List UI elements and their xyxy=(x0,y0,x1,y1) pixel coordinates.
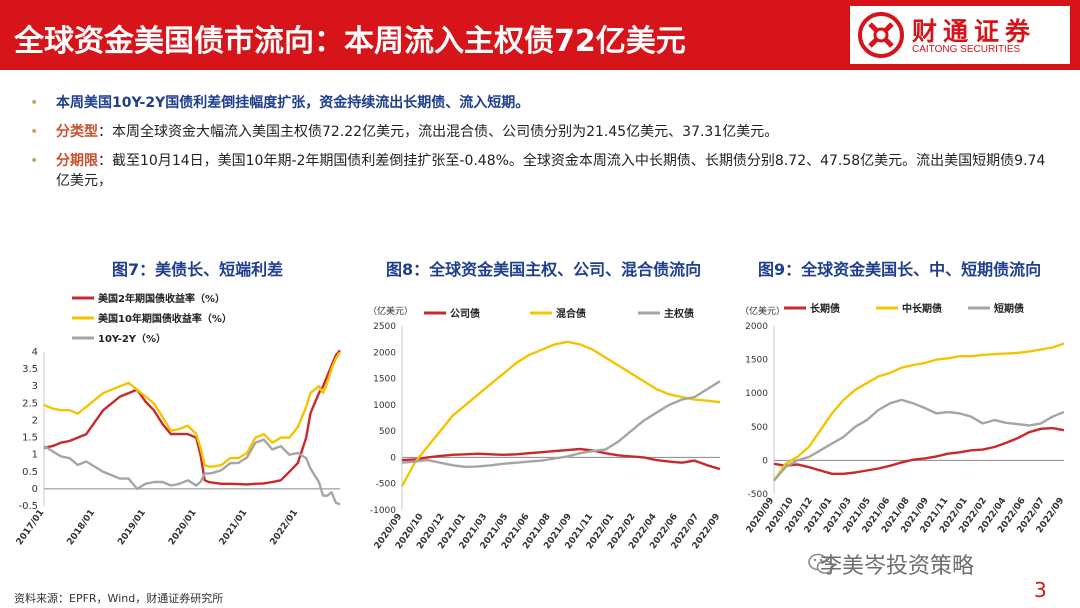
y-tick-label: -0.5 xyxy=(18,501,38,512)
legend-label: 10Y-2Y（%） xyxy=(98,332,166,345)
series-line-2 xyxy=(773,342,1065,482)
logo-text-en: CAITONG SECURITIES xyxy=(912,44,1021,55)
series-line-3 xyxy=(401,380,721,469)
y-tick-label: 1500 xyxy=(373,375,396,385)
y-tick-label: 4 xyxy=(32,347,38,358)
source-note: 资料来源：EPFR，Wind，财通证券研究所 xyxy=(14,592,224,605)
y-tick-label: 2000 xyxy=(373,348,396,358)
y-tick-label: 1 xyxy=(32,450,38,461)
header-bar: 全球资金美国债市流向：本周流入主权债72亿美元 财通证券 CAITONG SEC… xyxy=(0,0,1080,70)
bullet-3-label: 分期限 xyxy=(56,153,98,169)
y-tick-label: -500 xyxy=(376,480,397,490)
y-tick-label: 0 xyxy=(32,484,38,495)
bullet-dot-icon: • xyxy=(30,95,39,111)
y-tick-label: 0 xyxy=(762,456,768,466)
y-tick-label: 1500 xyxy=(745,356,768,366)
y-tick-label: 500 xyxy=(751,423,768,433)
x-tick-label: 2021/01 xyxy=(218,508,250,547)
fig7-title: 图7：美债长、短端利差 xyxy=(112,260,284,279)
fig8-title: 图8：全球资金美国主权、公司、混合债流向 xyxy=(386,260,702,279)
series-line-1 xyxy=(43,349,341,486)
fig9-title: 图9：全球资金美国长、中、短期债流向 xyxy=(758,260,1042,279)
bullet-dot-icon: • xyxy=(30,153,39,169)
bullet-3-text: ：截至10月14日，美国10年期-2年期国债利差倒挂扩张至-0.48%。全球资金… xyxy=(56,153,1046,189)
legend-label: 长期债 xyxy=(810,302,840,315)
page-title: 全球资金美国债市流向：本周流入主权债72亿美元 xyxy=(14,24,686,59)
y-tick-label: 2 xyxy=(32,415,38,426)
y-tick-label: 2000 xyxy=(745,322,768,332)
y-tick-label: 2500 xyxy=(373,322,396,332)
caitong-logo-icon xyxy=(858,12,904,58)
bullet-1: • 本周美国10Y-2Y国债利差倒挂幅度扩张，资金持续流出长期债、流入短期。 xyxy=(30,93,1050,113)
y-unit-label: （亿美元） xyxy=(740,305,785,317)
y-tick-label: 2.5 xyxy=(22,398,38,409)
fig8-chart: （亿美元）25002000150010005000-500-10002020/0… xyxy=(368,305,722,551)
bullet-1-text: 本周美国10Y-2Y国债利差倒挂幅度扩张，资金持续流出长期债、流入短期。 xyxy=(56,95,530,111)
legend-label: 美国2年期国债收益率（%） xyxy=(98,292,225,305)
legend-label: 混合债 xyxy=(556,307,586,320)
y-tick-label: 3 xyxy=(32,381,38,392)
legend-label: 短期债 xyxy=(994,302,1024,315)
legend-label: 美国10年期国债收益率（%） xyxy=(98,312,232,325)
series-line-1 xyxy=(773,426,1065,476)
summary-bullets: • 本周美国10Y-2Y国债利差倒挂幅度扩张，资金持续流出长期债、流入短期。 •… xyxy=(30,93,1050,200)
y-tick-label: -500 xyxy=(748,490,769,500)
caitong-logo: 财通证券 CAITONG SECURITIES xyxy=(850,6,1070,64)
x-tick-label: 2022/01 xyxy=(269,508,301,547)
y-tick-label: 500 xyxy=(379,427,396,437)
bullet-2-label: 分类型 xyxy=(56,124,98,140)
x-tick-label: 2018/01 xyxy=(66,508,98,547)
fig9-chart: （亿美元）2000150010005000-5002020/092020/102… xyxy=(740,302,1066,535)
x-tick-label: 2020/01 xyxy=(167,508,199,547)
legend-label: 中长期债 xyxy=(902,302,942,315)
x-tick-label: 2019/01 xyxy=(116,508,148,547)
watermark: 李美岑投资策略 xyxy=(820,554,975,579)
legend-label: 主权债 xyxy=(664,307,694,320)
series-line-1 xyxy=(401,447,721,471)
series-line-2 xyxy=(43,351,342,468)
y-tick-label: -1000 xyxy=(370,506,396,516)
y-tick-label: 0.5 xyxy=(22,467,38,478)
legend-label: 公司债 xyxy=(450,307,480,320)
series-line-3 xyxy=(43,438,341,506)
bullet-2: • 分类型：本周全球资金大幅流入美国主权债72.22亿美元，流出混合债、公司债分… xyxy=(30,122,1050,142)
series-line-2 xyxy=(400,340,721,487)
y-tick-label: 1000 xyxy=(373,401,396,411)
bullet-2-text: ：本周全球资金大幅流入美国主权债72.22亿美元，流出混合债、公司债分别为21.… xyxy=(98,124,779,140)
x-tick-label: 2017/01 xyxy=(15,508,47,547)
y-tick-label: 1.5 xyxy=(22,433,38,444)
y-tick-label: 1000 xyxy=(745,389,768,399)
bullet-3: • 分期限：截至10月14日，美国10年期-2年期国债利差倒挂扩张至-0.48%… xyxy=(30,151,1050,191)
wechat-icon xyxy=(808,553,834,574)
y-unit-label: （亿美元） xyxy=(368,305,413,317)
logo-text-cn: 财通证券 xyxy=(912,17,1037,46)
bullet-dot-icon: • xyxy=(30,124,39,140)
y-tick-label: 3.5 xyxy=(22,364,38,375)
page-number: 3 xyxy=(1034,578,1047,602)
y-tick-label: 0 xyxy=(390,453,396,463)
series-line-3 xyxy=(773,398,1065,482)
